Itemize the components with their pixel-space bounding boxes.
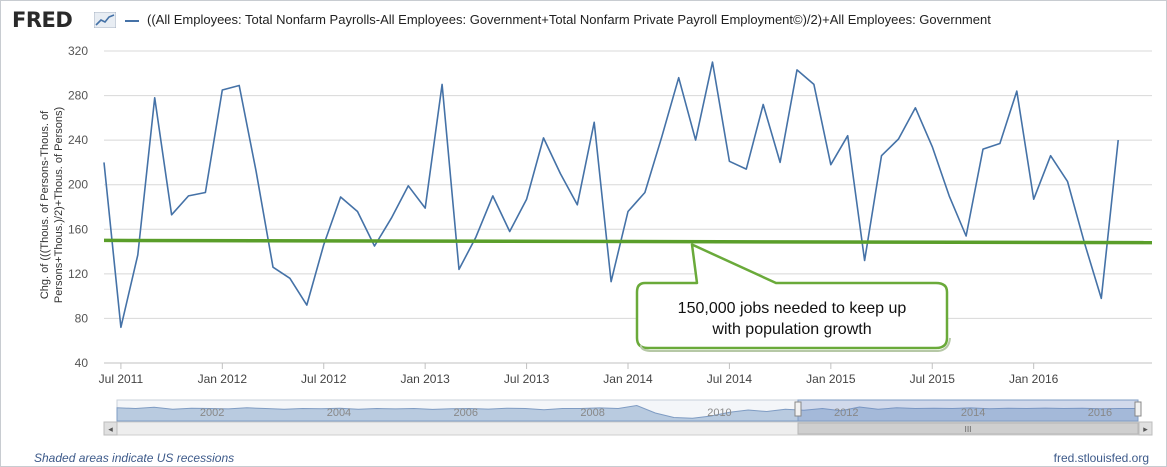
navigator-label: 2012 bbox=[834, 407, 858, 419]
y-tick-label: 240 bbox=[68, 133, 88, 147]
x-tick-label: Jan 2012 bbox=[198, 372, 248, 386]
x-tick-label: Jul 2015 bbox=[910, 372, 956, 386]
legend-swatch bbox=[125, 20, 139, 22]
x-tick-label: Jan 2013 bbox=[400, 372, 450, 386]
annotation-callout: 150,000 jobs needed to keep up with popul… bbox=[635, 243, 951, 352]
annotation-shadow bbox=[639, 337, 951, 352]
x-tick-label: Jul 2011 bbox=[99, 372, 144, 386]
y-tick-label: 320 bbox=[68, 44, 88, 58]
x-tick-label: Jan 2015 bbox=[806, 372, 856, 386]
navigator-label: 2002 bbox=[200, 407, 224, 419]
x-tick-label: Jul 2014 bbox=[707, 372, 753, 386]
threshold-line bbox=[103, 238, 1153, 245]
scrollbar-grip: III bbox=[964, 425, 971, 434]
recession-note: Shaded areas indicate US recessions bbox=[34, 451, 235, 465]
navigator-label: 2004 bbox=[327, 407, 351, 419]
navigator-label: 2008 bbox=[580, 407, 604, 419]
y-tick-label: 280 bbox=[68, 89, 88, 103]
chevron-left-icon[interactable]: ◂ bbox=[108, 425, 113, 435]
scrollbar-thumb[interactable] bbox=[797, 422, 1139, 435]
line-chart-icon bbox=[94, 12, 116, 28]
annotation-box bbox=[635, 243, 949, 350]
scroll-right-button[interactable] bbox=[1138, 421, 1153, 436]
navigator-label: 2014 bbox=[961, 407, 985, 419]
y-tick-label: 160 bbox=[68, 222, 88, 236]
legend-label[interactable]: ((All Employees: Total Nonfarm Payrolls-… bbox=[147, 12, 991, 27]
x-tick-label: Jan 2014 bbox=[603, 372, 653, 386]
annotation-text: with population growth bbox=[711, 321, 871, 338]
y-tick-label: 40 bbox=[75, 356, 89, 370]
fred-logo[interactable]: FRED bbox=[12, 8, 73, 32]
navigator-handle-left[interactable] bbox=[794, 401, 802, 417]
y-tick-label: 120 bbox=[68, 267, 88, 281]
navigator-label: 2006 bbox=[454, 407, 478, 419]
source-link[interactable]: fred.stlouisfed.org bbox=[1053, 451, 1149, 465]
navigator-handle-right[interactable] bbox=[1134, 401, 1142, 417]
y-axis-label: Chg. of (((Thous. of Persons-Thous. of bbox=[39, 110, 51, 299]
navigator-area bbox=[116, 404, 1139, 422]
x-tick-label: Jul 2013 bbox=[504, 372, 550, 386]
x-tick-label: Jul 2012 bbox=[301, 372, 347, 386]
y-axis-label: Persons+Thous.)/2)+Thous. of Persons) bbox=[53, 107, 65, 303]
navigator-label: 2010 bbox=[707, 407, 731, 419]
scroll-left-button[interactable] bbox=[103, 421, 118, 436]
navigator-label: 2016 bbox=[1088, 407, 1112, 419]
y-tick-label: 80 bbox=[75, 311, 89, 325]
annotation-text: 150,000 jobs needed to keep up bbox=[678, 300, 907, 317]
series-line[interactable] bbox=[103, 61, 1119, 329]
y-tick-label: 200 bbox=[68, 178, 88, 192]
x-tick-label: Jan 2016 bbox=[1009, 372, 1059, 386]
chevron-right-icon[interactable]: ▸ bbox=[1143, 425, 1148, 435]
